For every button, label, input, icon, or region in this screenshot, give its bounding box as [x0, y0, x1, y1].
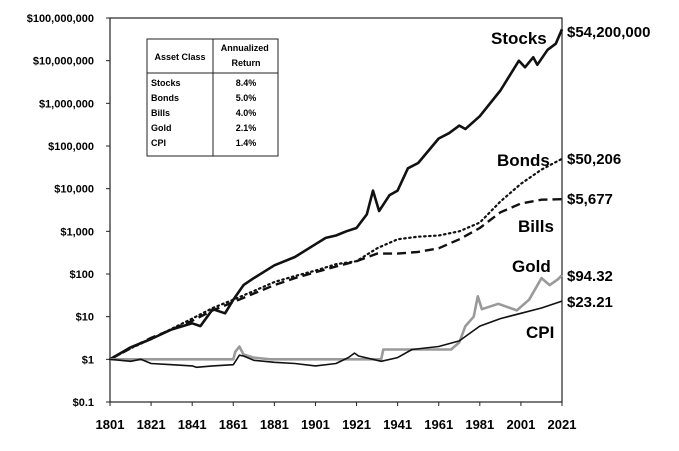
series-end-value-cpi: $23.21	[567, 294, 613, 311]
series-end-value-stocks: $54,200,000	[567, 24, 650, 41]
y-tick-label: $10,000,000	[33, 56, 94, 68]
table-rows: Stocks 8.4% Bonds 5.0% Bills 4.0% Gold 2.1% CPI 1…	[151, 78, 256, 148]
x-tick-label: 1981	[465, 417, 494, 432]
x-axis-ticks: 1801 1821 1841 1861 1881 1901 1921 1941 1961 1981…	[96, 402, 577, 432]
series-name-gold: Gold	[512, 257, 551, 276]
table-row-return: 1.4%	[236, 138, 257, 148]
table-row-return: 2.1%	[236, 123, 257, 133]
x-tick-label: 1901	[301, 417, 330, 432]
series-end-value-bonds: $50,206	[567, 151, 621, 168]
table-header-asset-class: Asset Class	[154, 52, 205, 62]
series-end-value-bills: $5,677	[567, 191, 613, 208]
x-tick-label: 2021	[548, 417, 577, 432]
table-row-asset: Gold	[151, 123, 172, 133]
series-line-gold	[110, 274, 563, 361]
series-line-bonds	[108, 157, 564, 361]
y-tick-label: $1	[82, 354, 94, 366]
y-tick-label: $0.1	[73, 397, 94, 409]
y-tick-label: $1,000	[60, 226, 94, 238]
table-row-return: 8.4%	[236, 78, 257, 88]
x-tick-label: 1941	[383, 417, 412, 432]
series-name-stocks: Stocks	[491, 29, 547, 48]
table-row-asset: Stocks	[151, 78, 181, 88]
x-tick-label: 1881	[260, 417, 289, 432]
series-line-cpi	[109, 300, 563, 369]
series-lines	[108, 28, 564, 369]
table-header-annualized-return: Annualized Return	[221, 43, 272, 68]
x-tick-label: 1821	[137, 417, 166, 432]
x-tick-label: 1801	[96, 417, 125, 432]
x-tick-label: 1861	[219, 417, 248, 432]
series-name-bills: Bills	[518, 217, 554, 236]
plot-frame	[109, 17, 563, 403]
x-tick-label: 1841	[178, 417, 207, 432]
series-end-value-gold: $94.32	[567, 268, 613, 285]
y-tick-label: $10	[76, 312, 94, 324]
x-tick-label: 1961	[424, 417, 453, 432]
series-line-bills	[109, 198, 563, 361]
series-name-cpi: CPI	[526, 323, 554, 342]
y-tick-label: $10,000	[54, 184, 94, 196]
table-row-asset: Bills	[151, 108, 170, 118]
table-row-return: 5.0%	[236, 93, 257, 103]
table-row-asset: Bonds	[151, 93, 179, 103]
y-axis-ticks: $100,000,000 $10,000,000 $1,000,000 $100,00…	[27, 13, 110, 409]
x-tick-label: 2001	[506, 417, 535, 432]
y-tick-label: $100	[70, 269, 94, 281]
table-row-return: 4.0%	[236, 108, 257, 118]
table-row-asset: CPI	[151, 138, 166, 148]
x-tick-label: 1921	[342, 417, 371, 432]
y-tick-label: $100,000,000	[27, 13, 94, 25]
y-tick-label: $100,000	[48, 141, 94, 153]
series-name-bonds: Bonds	[497, 151, 550, 170]
y-tick-label: $1,000,000	[39, 98, 94, 110]
annualized-return-table: Asset Class Annualized Return Stocks 8.4%…	[146, 38, 279, 157]
series-labels: Stocks $54,200,000 Bonds $50,206 Bills $5,677…	[491, 24, 650, 342]
